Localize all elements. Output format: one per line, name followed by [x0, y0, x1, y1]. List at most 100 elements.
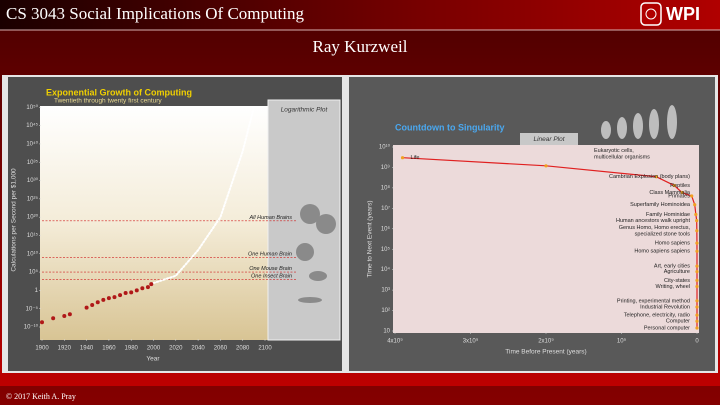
logo-seal [645, 8, 657, 20]
event-label: Genus Homo, Homo erectus, [619, 225, 691, 231]
y-tick-label: 10³⁰ [27, 177, 39, 184]
data-point [62, 314, 67, 319]
data-point [129, 290, 134, 295]
footer-bar [0, 386, 720, 405]
data-point [695, 299, 699, 303]
data-point [690, 194, 694, 198]
x-tick-label: 2060 [214, 346, 228, 352]
data-point [680, 190, 684, 195]
extrapolation-curve [152, 106, 255, 285]
x-tick-label: 2040 [191, 346, 205, 352]
y-tick-label: 10 [383, 329, 390, 335]
event-label: Art, early cities [654, 264, 690, 270]
data-point [134, 288, 139, 293]
chart-title: Exponential Growth of Computing [46, 87, 192, 97]
y-tick-label: 10¹⁰ [27, 250, 39, 257]
event-label: Family Hominidae [646, 212, 690, 218]
data-point [672, 183, 676, 188]
y-tick-label: 10⁵ [29, 269, 39, 276]
linear-plot-tab [520, 133, 578, 145]
event-label: specialized stone tools [635, 231, 691, 237]
data-point [400, 156, 405, 160]
event-label: Eukaryotic cells, [594, 148, 634, 154]
data-point [106, 296, 111, 301]
data-point [695, 284, 699, 289]
data-point [51, 316, 56, 321]
event-label: Homo sapiens sapiens [634, 249, 690, 255]
logo: WPI [640, 2, 700, 26]
icon [296, 243, 314, 261]
data-point [695, 229, 699, 233]
data-point [695, 319, 699, 323]
y-tick-label: 10¹⁰ [379, 144, 391, 151]
data-point [145, 285, 150, 290]
x-tick-label: 10⁹ [617, 338, 627, 345]
x-axis-label: Year [146, 356, 160, 363]
x-tick-label: 1940 [80, 346, 94, 352]
x-tick-label: 4x10⁹ [387, 338, 403, 345]
brain-icons [296, 204, 336, 303]
footer: © 2017 Keith A. Pray [6, 392, 76, 401]
event-label: Telephone, electricity, radio [624, 313, 690, 319]
data-point [695, 278, 699, 282]
event-label: Personal computer [644, 325, 690, 331]
data-point [67, 312, 72, 317]
y-tick-label: 10⁷ [381, 205, 390, 212]
y-tick-label: 10⁴⁰ [26, 141, 38, 148]
data-point [90, 303, 95, 308]
logo-shield [640, 2, 662, 26]
logo-text: WPI [666, 4, 700, 24]
x-tick-label: 1980 [125, 346, 139, 352]
icon [309, 271, 327, 281]
icon [300, 204, 320, 224]
data-point [654, 175, 658, 179]
panel-label: Logarithmic Plot [281, 107, 329, 114]
data-point [544, 164, 548, 168]
y-tick-label: 10² [381, 308, 390, 314]
data-point [695, 326, 699, 330]
y-tick-label: 10³ [381, 288, 390, 294]
figure [601, 121, 611, 139]
figure [667, 105, 677, 139]
chart-subtitle: Twentieth through twenty first century [54, 98, 162, 105]
data-point [101, 297, 106, 302]
x-axis-label: Time Before Present (years) [505, 349, 586, 356]
course-title: CS 3043 Social Implications Of Computing [6, 4, 304, 23]
data-point [123, 290, 128, 295]
data-point [695, 270, 699, 274]
y-axis-label: Calculations per Second per $1,000 [11, 168, 18, 272]
y-tick-label: 10⁻¹⁰ [24, 324, 39, 331]
reference-label: One Mouse Brain [249, 266, 292, 272]
data-point [149, 282, 154, 287]
event-label: Cambrian Explosion (body plans) [609, 174, 690, 180]
data-point [140, 286, 145, 291]
x-tick-label: 1960 [102, 346, 116, 352]
panel-label: Linear Plot [533, 136, 565, 143]
data-point [695, 249, 699, 253]
event-label: Computer [666, 319, 690, 325]
icon [316, 214, 336, 234]
y-tick-label: 10⁶ [381, 225, 391, 232]
data-point [695, 219, 699, 223]
event-label: Class Mammalia [649, 190, 691, 196]
data-point [84, 305, 89, 310]
x-tick-label: 2080 [236, 346, 250, 352]
header-bar [0, 0, 720, 30]
data-point [118, 293, 123, 298]
y-tick-label: 10²⁰ [27, 214, 39, 221]
event-label: multicellular organisms [594, 155, 650, 161]
data-point [695, 305, 699, 309]
event-label: Life [411, 155, 420, 161]
y-axis-label: Time to Next Event (years) [367, 200, 374, 277]
reference-label: One Human Brain [248, 251, 292, 257]
event-label: Reptiles [670, 183, 690, 189]
data-point [40, 320, 44, 325]
icon [298, 297, 322, 303]
event-label: Industrial Revolution [640, 304, 690, 310]
event-label: Agriculture [664, 269, 690, 275]
data-point [694, 212, 698, 217]
chart-title: Countdown to Singularity [395, 122, 505, 132]
data-point [695, 313, 699, 317]
